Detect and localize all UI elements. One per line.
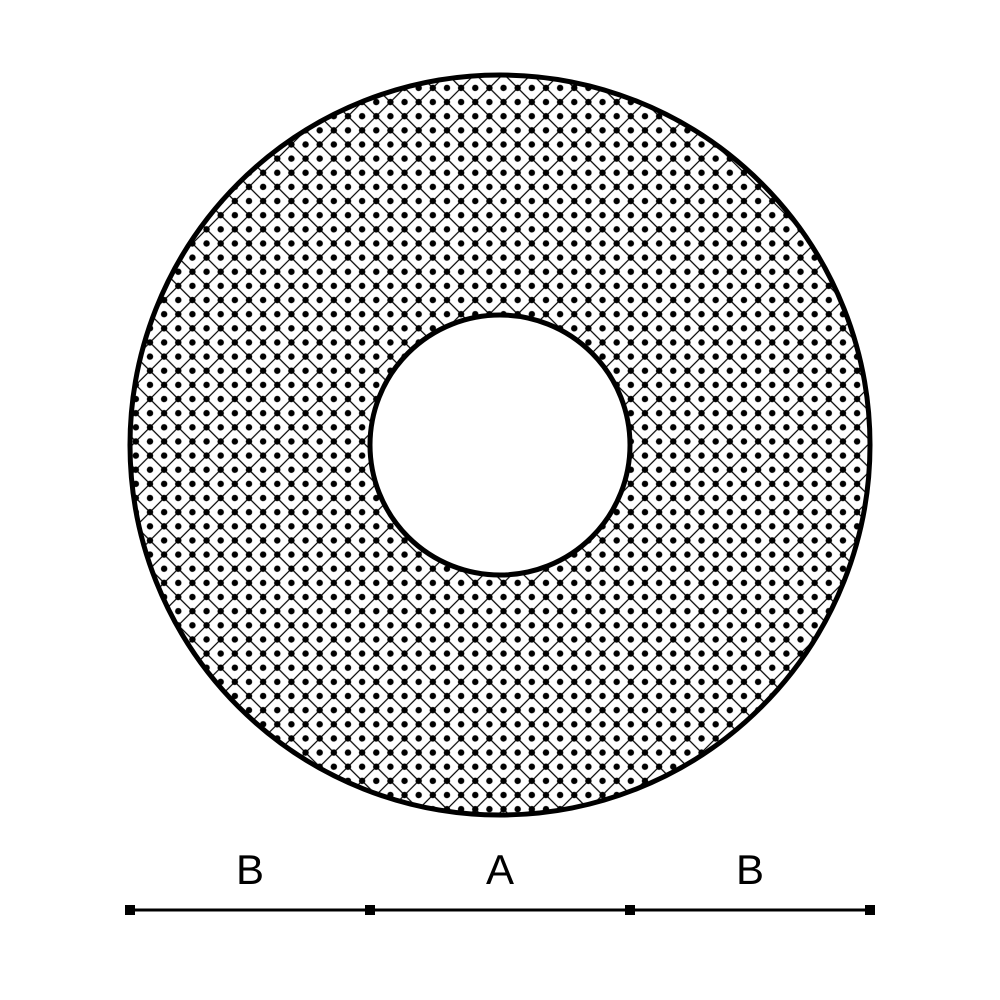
- dimension-label-a: A: [486, 846, 514, 894]
- dimension-tick-1: [365, 905, 375, 915]
- dimension-label-b-right: B: [736, 846, 764, 894]
- dimension-tick-0: [125, 905, 135, 915]
- dimension-tick-2: [625, 905, 635, 915]
- dimension-label-b-left: B: [236, 846, 264, 894]
- diagram-stage: B A B: [0, 0, 1000, 1000]
- dimension-tick-3: [865, 905, 875, 915]
